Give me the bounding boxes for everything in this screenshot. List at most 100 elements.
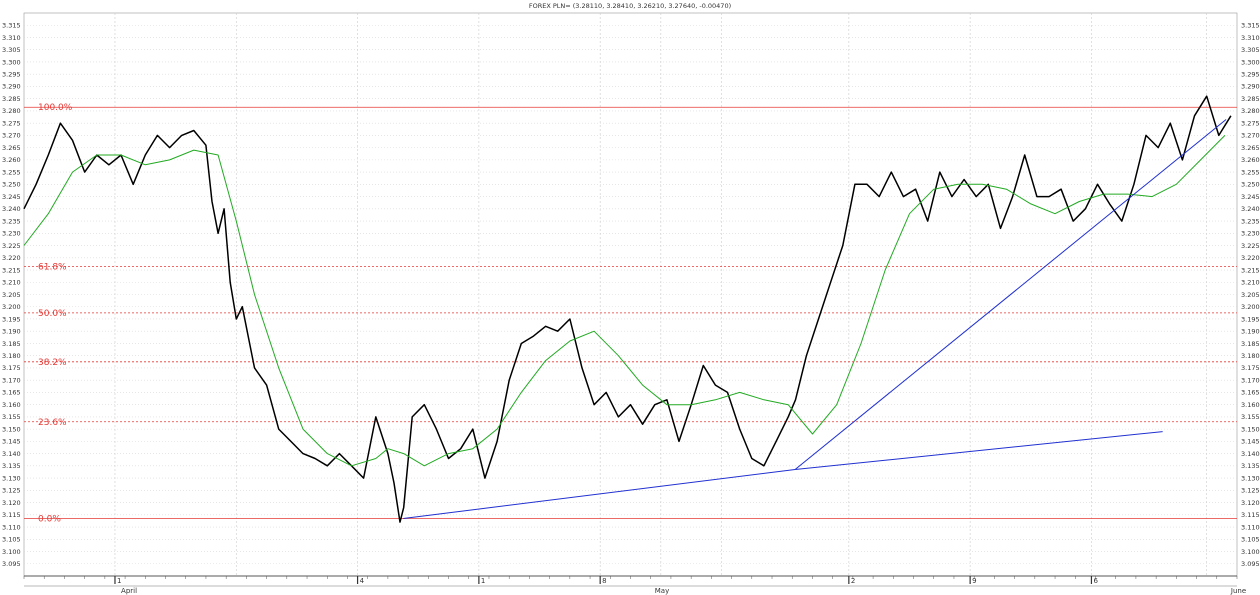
y-tick-label-left: 3.245 <box>2 193 21 201</box>
moving-average-line <box>23 135 1226 467</box>
y-tick-label-right: 3.125 <box>1241 487 1260 495</box>
y-tick-label-left: 3.140 <box>2 450 21 458</box>
y-tick-label-right: 3.210 <box>1241 279 1260 287</box>
y-tick-label-left: 3.100 <box>2 548 21 556</box>
grid-layer <box>23 12 1238 577</box>
y-tick-label-right: 3.180 <box>1241 352 1260 360</box>
y-tick-label-right: 3.315 <box>1241 22 1260 30</box>
y-tick-label-right: 3.310 <box>1241 34 1260 42</box>
y-tick-label-left: 3.160 <box>2 401 21 409</box>
x-week-label: 1 <box>117 577 121 585</box>
y-tick-label-right: 3.195 <box>1241 315 1260 323</box>
y-tick-label-left: 3.200 <box>2 303 21 311</box>
y-tick-label-left: 3.265 <box>2 144 21 152</box>
y-tick-label-left: 3.165 <box>2 389 21 397</box>
y-tick-label-right: 3.175 <box>1241 364 1260 372</box>
x-week-label: 9 <box>972 577 976 585</box>
axis-layer: 3.095 3.095 3.100 3.100 3.105 3.105 3.110 3.110… <box>2 22 1260 595</box>
y-tick-label-left: 3.305 <box>2 46 21 54</box>
x-week-label: 4 <box>360 577 365 585</box>
y-tick-label-left: 3.295 <box>2 70 21 78</box>
fib-level-label: 50.0% <box>38 309 67 319</box>
y-tick-label-right: 3.245 <box>1241 193 1260 201</box>
y-tick-label-right: 3.110 <box>1241 523 1260 531</box>
y-tick-label-right: 3.130 <box>1241 474 1260 482</box>
y-tick-label-right: 3.230 <box>1241 230 1260 238</box>
y-tick-label-right: 3.290 <box>1241 83 1260 91</box>
y-tick-label-right: 3.280 <box>1241 107 1260 115</box>
fib-level-label: 23.6% <box>38 418 67 428</box>
y-tick-label-left: 3.215 <box>2 266 21 274</box>
y-tick-label-left: 3.145 <box>2 438 21 446</box>
y-tick-label-left: 3.155 <box>2 413 21 421</box>
y-tick-label-right: 3.300 <box>1241 58 1260 66</box>
y-tick-label-left: 3.135 <box>2 462 21 470</box>
y-tick-label-left: 3.235 <box>2 217 21 225</box>
y-tick-label-left: 3.240 <box>2 205 21 213</box>
y-tick-label-right: 3.145 <box>1241 438 1260 446</box>
fib-levels-layer: 100.0% 61.8% 50.0% 38.2% 23.6% 0.0% <box>24 103 1237 524</box>
y-tick-label-left: 3.260 <box>2 156 21 164</box>
y-tick-label-left: 3.175 <box>2 364 21 372</box>
y-tick-label-left: 3.225 <box>2 242 21 250</box>
y-tick-label-left: 3.230 <box>2 230 21 238</box>
y-tick-label-right: 3.155 <box>1241 413 1260 421</box>
x-month-label: June <box>1230 587 1246 595</box>
y-tick-label-right: 3.135 <box>1241 462 1260 470</box>
y-tick-label-left: 3.105 <box>2 536 21 544</box>
y-tick-label-right: 3.225 <box>1241 242 1260 250</box>
y-tick-label-right: 3.140 <box>1241 450 1260 458</box>
y-tick-label-right: 3.260 <box>1241 156 1260 164</box>
trendlines-layer <box>403 119 1227 519</box>
x-month-label: May <box>655 587 669 595</box>
y-tick-label-right: 3.270 <box>1241 132 1260 140</box>
y-tick-label-right: 3.215 <box>1241 266 1260 274</box>
y-tick-label-left: 3.255 <box>2 168 21 176</box>
y-tick-label-right: 3.305 <box>1241 46 1260 54</box>
y-tick-label-right: 3.295 <box>1241 70 1260 78</box>
x-week-label: 8 <box>602 577 606 585</box>
chart-title: FOREX PLN= (3.28110, 3.28410, 3.26210, 3… <box>529 2 731 10</box>
y-tick-label-left: 3.300 <box>2 58 21 66</box>
y-tick-label-left: 3.250 <box>2 181 21 189</box>
y-tick-label-right: 3.285 <box>1241 95 1260 103</box>
y-tick-label-right: 3.120 <box>1241 499 1260 507</box>
trendline <box>403 469 796 519</box>
y-tick-label-right: 3.275 <box>1241 119 1260 127</box>
y-tick-label-left: 3.185 <box>2 340 21 348</box>
y-tick-label-left: 3.270 <box>2 132 21 140</box>
trendline <box>794 119 1227 470</box>
y-tick-label-right: 3.160 <box>1241 401 1260 409</box>
y-tick-label-right: 3.165 <box>1241 389 1260 397</box>
y-tick-label-left: 3.110 <box>2 523 21 531</box>
y-tick-label-right: 3.255 <box>1241 168 1260 176</box>
y-tick-label-left: 3.290 <box>2 83 21 91</box>
y-tick-label-left: 3.315 <box>2 22 21 30</box>
fib-level-label: 61.8% <box>38 262 67 272</box>
y-tick-label-right: 3.250 <box>1241 181 1260 189</box>
y-tick-label-left: 3.120 <box>2 499 21 507</box>
y-tick-label-right: 3.235 <box>1241 217 1260 225</box>
y-tick-label-left: 3.170 <box>2 376 21 384</box>
x-week-label: 6 <box>1093 577 1098 585</box>
y-tick-label-left: 3.180 <box>2 352 21 360</box>
x-week-label: 2 <box>851 577 855 585</box>
y-tick-label-right: 3.200 <box>1241 303 1260 311</box>
fib-level-label: 100.0% <box>38 103 73 113</box>
y-tick-label-left: 3.095 <box>2 560 21 568</box>
y-tick-label-left: 3.125 <box>2 487 21 495</box>
y-tick-label-right: 3.100 <box>1241 548 1260 556</box>
y-tick-label-left: 3.310 <box>2 34 21 42</box>
x-month-label: April <box>121 587 137 595</box>
y-tick-label-right: 3.105 <box>1241 536 1260 544</box>
y-tick-label-right: 3.115 <box>1241 511 1260 519</box>
price-series-line <box>23 95 1232 523</box>
y-tick-label-left: 3.285 <box>2 95 21 103</box>
y-tick-label-left: 3.195 <box>2 315 21 323</box>
y-tick-label-left: 3.130 <box>2 474 21 482</box>
y-tick-label-right: 3.205 <box>1241 291 1260 299</box>
y-tick-label-left: 3.210 <box>2 279 21 287</box>
y-tick-label-left: 3.275 <box>2 119 21 127</box>
